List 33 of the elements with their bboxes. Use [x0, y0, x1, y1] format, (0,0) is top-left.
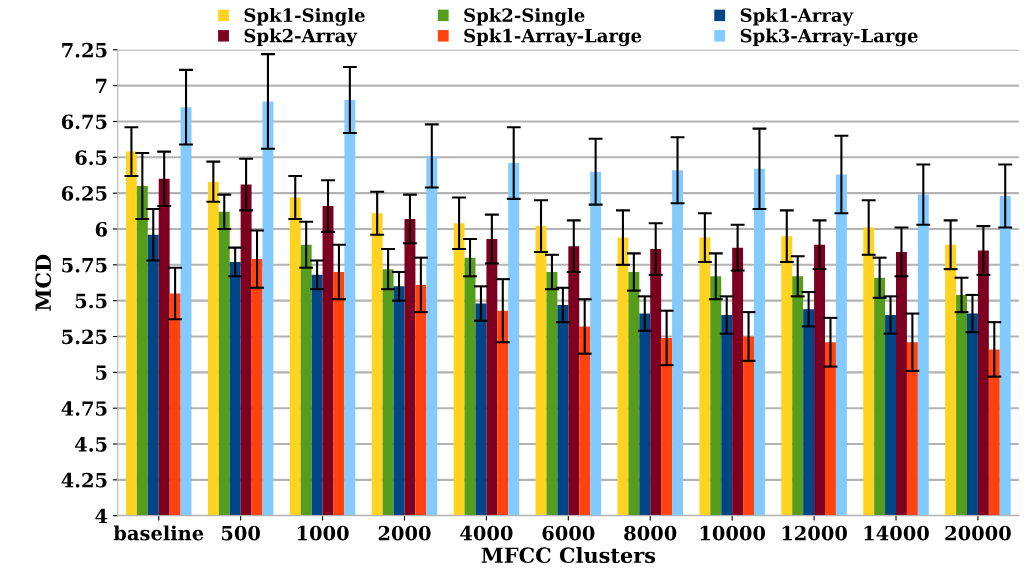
x-tick-label: 20000: [945, 525, 1011, 541]
y-tick-label: 5.25: [62, 329, 107, 345]
y-tick-label: 6: [95, 221, 107, 237]
x-tick-label: baseline: [113, 525, 204, 541]
y-tick-label: 6.75: [61, 114, 107, 130]
x-tick-label: 8000: [624, 525, 677, 541]
y-tick-label: 7: [96, 78, 107, 94]
y-axis-title: MCD: [35, 254, 52, 311]
y-tick-label: 6.5: [75, 150, 107, 165]
y-tick-label: 5.75: [62, 258, 107, 273]
x-tick-label: 10000: [700, 525, 766, 541]
x-axis-title: MFCC Clusters: [481, 547, 656, 564]
legend-label: Spk2-Single: [464, 8, 585, 26]
legend-label: Spk3-Array-Large: [740, 28, 918, 47]
y-tick-label: 4.5: [75, 436, 107, 452]
x-tick-label: 1000: [297, 525, 349, 541]
y-tick-label: 7.25: [62, 42, 107, 58]
x-tick-label: 12000: [782, 525, 847, 541]
y-tick-label: 4: [95, 508, 108, 524]
y-tick-label: 4.75: [61, 401, 107, 416]
x-tick-label: 6000: [542, 525, 595, 541]
y-tick-label: 4.25: [61, 472, 107, 488]
legend-label: Spk2-Array: [244, 28, 358, 47]
x-tick-label: 2000: [378, 525, 431, 541]
x-tick-label: 500: [221, 525, 261, 541]
y-tick-label: 5: [96, 365, 107, 380]
y-tick-label: 5.5: [75, 293, 107, 309]
legend-label: Spk1-Array: [740, 8, 854, 26]
y-tick-label: 6.25: [61, 186, 107, 201]
legend-label: Spk1-Array-Large: [464, 28, 642, 47]
legend-label: Spk1-Single: [244, 8, 365, 26]
x-tick-label: 4000: [460, 525, 513, 541]
x-tick-label: 14000: [864, 525, 929, 541]
